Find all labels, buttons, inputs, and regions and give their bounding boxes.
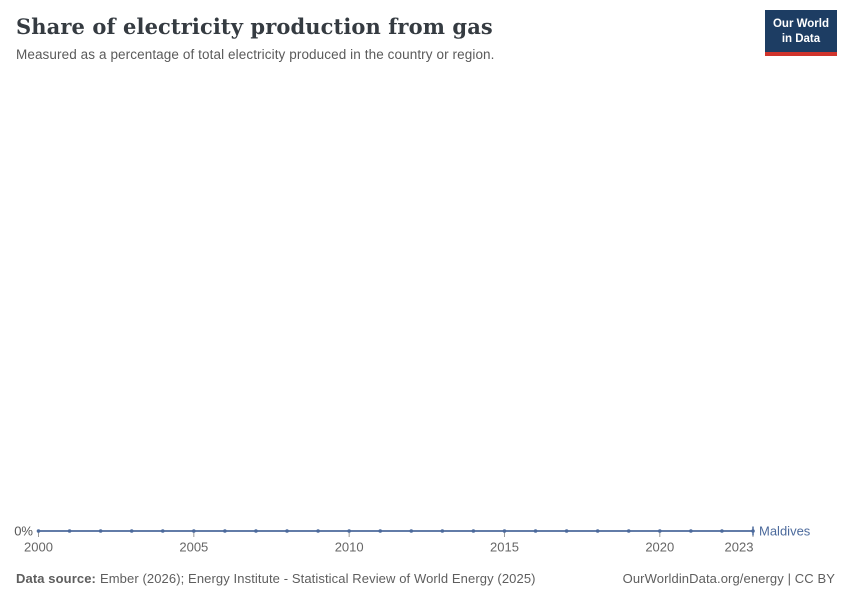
x-tick-label: 2005 <box>179 540 208 555</box>
chart-footer: Data source: Ember (2026); Energy Institu… <box>16 571 835 586</box>
data-point[interactable] <box>98 529 103 533</box>
data-point[interactable] <box>626 529 631 533</box>
data-point[interactable] <box>192 529 196 533</box>
data-point[interactable] <box>316 529 320 533</box>
data-source-label: Data source: <box>16 571 96 586</box>
chart-title: Share of electricity production from gas <box>16 14 493 39</box>
data-point[interactable] <box>564 529 569 533</box>
data-source-text: Ember (2026); Energy Institute - Statist… <box>99 571 536 586</box>
data-point[interactable] <box>347 529 351 533</box>
chart-subtitle: Measured as a percentage of total electr… <box>16 47 495 62</box>
data-point[interactable] <box>285 529 289 533</box>
data-point[interactable] <box>689 529 693 533</box>
x-tick-label: 2000 <box>24 540 53 555</box>
y-axis-label: 0% <box>14 524 33 539</box>
data-point[interactable] <box>502 529 507 533</box>
x-tick-label: 2015 <box>490 540 519 555</box>
data-point[interactable] <box>36 529 41 533</box>
owid-logo-line1: Our World <box>772 18 829 30</box>
x-tick-label: 2010 <box>335 540 364 555</box>
data-point[interactable] <box>67 529 72 533</box>
data-point[interactable] <box>751 529 755 533</box>
owid-license-link[interactable]: OurWorldinData.org/energy | CC BY <box>622 571 835 586</box>
data-point[interactable] <box>160 529 165 533</box>
data-point[interactable] <box>658 529 662 533</box>
data-source-note: Data source: Ember (2026); Energy Institu… <box>16 571 536 586</box>
x-tick-label: 2020 <box>645 540 674 555</box>
data-point[interactable] <box>720 529 724 533</box>
entity-label[interactable]: Maldives <box>759 524 811 539</box>
chart-header: Share of electricity production from gas… <box>16 14 740 62</box>
owid-logo-line2: in Data <box>781 32 821 45</box>
data-point[interactable] <box>223 529 227 533</box>
data-point[interactable] <box>595 529 600 533</box>
data-point[interactable] <box>533 529 538 533</box>
data-point[interactable] <box>409 529 414 533</box>
x-tick-label: 2023 <box>725 540 754 555</box>
data-point[interactable] <box>471 529 476 533</box>
data-point[interactable] <box>129 529 134 533</box>
data-point[interactable] <box>378 529 383 533</box>
data-point[interactable] <box>440 529 445 533</box>
owid-logo[interactable]: Our World in Data <box>764 10 837 56</box>
data-point[interactable] <box>254 529 258 533</box>
